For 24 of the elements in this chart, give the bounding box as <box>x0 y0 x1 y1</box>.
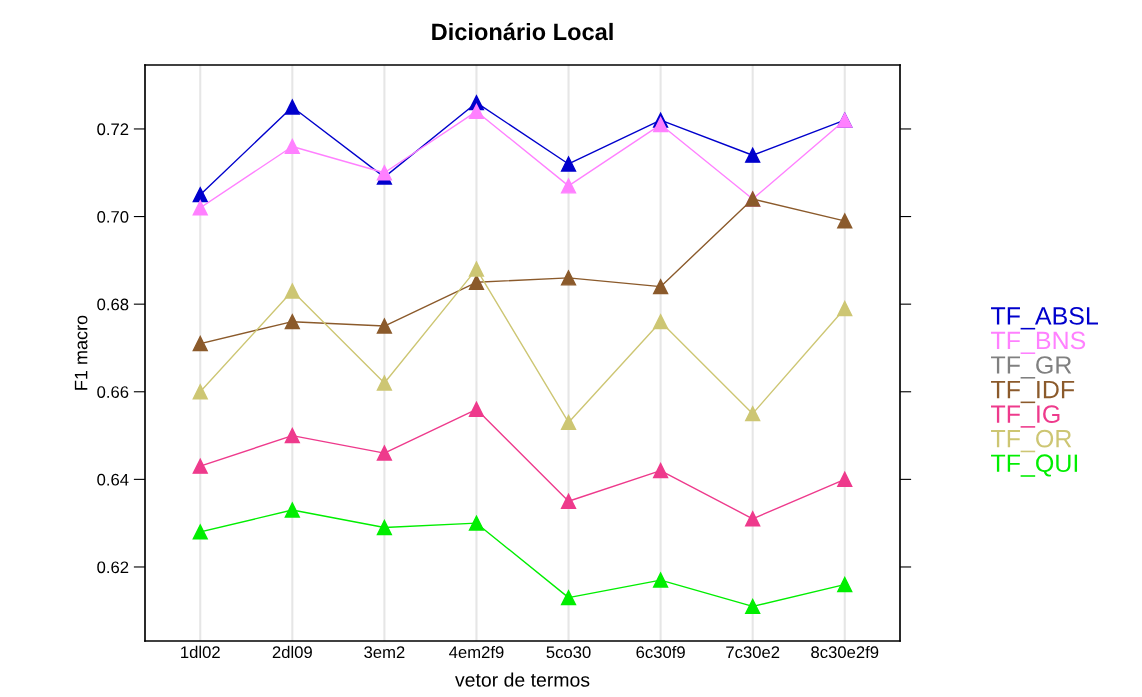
x-axis-title: vetor de termos <box>455 672 590 687</box>
text: TF_IG <box>991 405 1060 428</box>
y-tick-label: 0.66 <box>97 386 129 398</box>
y-tick-label: 0.64 <box>97 473 129 486</box>
y-tick-label: 0.68 <box>97 298 129 311</box>
chart-title: Dicionário Local <box>432 22 613 41</box>
x-tick-label: 6c30f9 <box>636 645 685 659</box>
x-tick-label: 1dl02 <box>181 645 220 659</box>
text: TF_IDF <box>991 380 1075 404</box>
y-tick-label: 0.62 <box>97 561 129 574</box>
text: TF_QUI <box>991 454 1078 477</box>
legend-label: TF_GR <box>991 356 1072 379</box>
x-tick-label: 5co30 <box>546 646 591 659</box>
y-axis-title: F1 macro <box>74 315 88 390</box>
x-tick-label: 2dl09 <box>272 645 312 659</box>
y-tick-label: 0.70 <box>97 210 129 223</box>
text: TF_BNS <box>991 331 1086 355</box>
x-tick-label: 8c30e2f9 <box>811 645 879 659</box>
x-tick-label: 3em2 <box>364 646 405 659</box>
x-tick-label: 7c30e2 <box>726 646 780 659</box>
x-tick-label: 4em2f9 <box>449 645 504 659</box>
text: TF_OR <box>991 429 1072 453</box>
y-tick-label: 0.72 <box>97 123 129 136</box>
text: TF_ABSL <box>991 307 1098 330</box>
